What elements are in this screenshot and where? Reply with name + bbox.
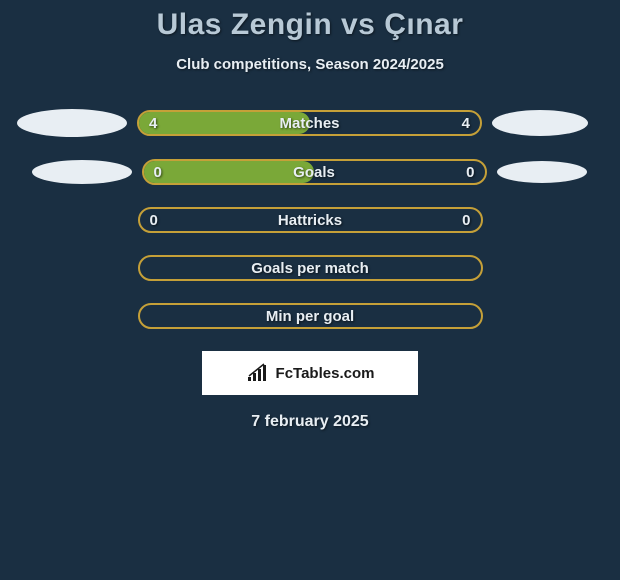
- player-marker-left: [17, 109, 127, 137]
- stat-bar: Min per goal: [138, 303, 483, 329]
- stat-right-value: 4: [462, 115, 470, 132]
- stat-row: Goals per match: [0, 255, 620, 281]
- stat-right-value: 0: [462, 212, 470, 229]
- stat-label: Goals per match: [251, 260, 369, 277]
- comparison-card: Ulas Zengin vs Çınar Club competitions, …: [0, 0, 620, 431]
- stat-row: 4 Matches 4: [0, 109, 620, 137]
- stat-left-value: 0: [154, 164, 162, 181]
- page-subtitle: Club competitions, Season 2024/2025: [0, 56, 620, 73]
- player-marker-right: [497, 161, 587, 183]
- stat-row: 0 Hattricks 0: [0, 207, 620, 233]
- footer-brand-text: FcTables.com: [276, 365, 375, 382]
- stat-label: Min per goal: [266, 308, 354, 325]
- stat-left-value: 0: [150, 212, 158, 229]
- stat-row: Min per goal: [0, 303, 620, 329]
- stat-label: Matches: [279, 115, 339, 132]
- stat-bar: 4 Matches 4: [137, 110, 482, 136]
- stat-bar: Goals per match: [138, 255, 483, 281]
- stat-bar: 0 Goals 0: [142, 159, 487, 185]
- stat-right-value: 0: [466, 164, 474, 181]
- player-marker-right: [492, 110, 588, 136]
- stats-container: 4 Matches 4 0 Goals 0 0 Hattricks 0 Goals per mat…: [0, 109, 620, 329]
- stat-label: Goals: [293, 164, 335, 181]
- footer-brand-box: FcTables.com: [202, 351, 418, 395]
- player-marker-left: [32, 160, 132, 184]
- stat-row: 0 Goals 0: [0, 159, 620, 185]
- page-title: Ulas Zengin vs Çınar: [0, 8, 620, 42]
- stat-bar-fill: [144, 161, 315, 183]
- stat-label: Hattricks: [278, 212, 342, 229]
- report-date: 7 february 2025: [0, 413, 620, 431]
- stat-left-value: 4: [149, 115, 157, 132]
- stat-bar: 0 Hattricks 0: [138, 207, 483, 233]
- chart-bars-icon: [246, 363, 270, 383]
